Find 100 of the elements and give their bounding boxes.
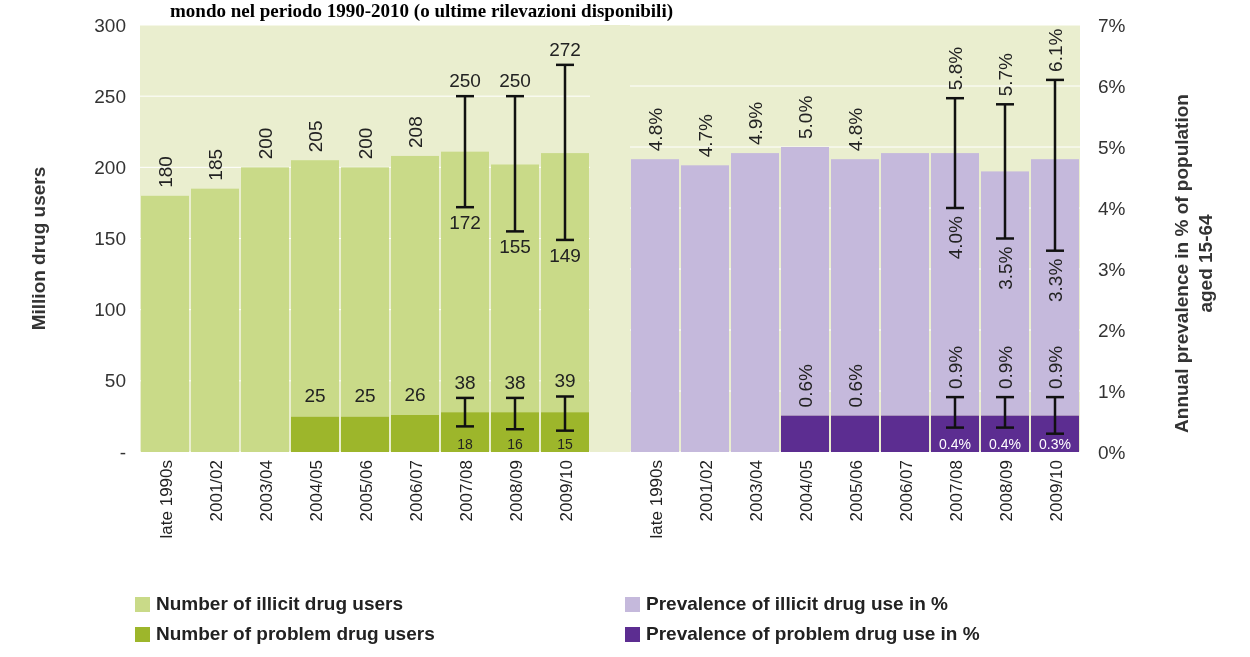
bar (241, 167, 289, 452)
annotation: 38 (504, 371, 526, 393)
x-tick-label: 2005/06 (847, 460, 866, 522)
bar (781, 147, 829, 416)
x-tick-label: late 1990s (647, 460, 666, 539)
y-axis-title: Annual prevalence in % of population aged 15-64 (1171, 94, 1216, 433)
annotation: 6.1% (1045, 28, 1066, 72)
bar (681, 165, 729, 452)
bar (441, 412, 489, 452)
data-label: 25 (354, 385, 376, 407)
x-tick-label: late 1990s (157, 460, 176, 539)
x-tick-label: 2006/07 (897, 460, 916, 522)
annotation: 15 (557, 436, 573, 452)
x-tick-label: 2008/09 (507, 460, 526, 522)
bar (391, 155, 439, 415)
annotation: 0.4% (989, 436, 1021, 452)
bar (441, 151, 489, 413)
total-label: 208 (405, 116, 426, 148)
bar (831, 159, 879, 416)
legend-label: Prevalence of illicit drug use in % (646, 593, 949, 614)
x-tick-label: 2001/02 (207, 460, 226, 522)
y-tick-label: 300 (94, 14, 126, 36)
annotation: 3.5% (995, 246, 1016, 290)
bar (491, 164, 539, 413)
x-tick-label: 2006/07 (407, 460, 426, 522)
total-label: 4.8% (645, 107, 666, 152)
x-tick-label: 2008/09 (997, 460, 1016, 522)
total-label: 200 (355, 127, 376, 160)
bar (881, 153, 929, 416)
bar (491, 412, 539, 452)
annotation: 155 (499, 236, 531, 258)
legend-label: Number of problem drug users (156, 623, 435, 644)
y-tick-label: 1% (1098, 380, 1126, 402)
annotation: 0.9% (995, 345, 1016, 390)
data-label: 25 (304, 385, 326, 407)
annotation: 5.8% (945, 46, 966, 91)
annotation: 272 (549, 38, 581, 60)
bar (191, 188, 239, 452)
total-label: 4.8% (845, 107, 866, 152)
x-tick-label: 2001/02 (697, 460, 716, 522)
annotation: 3.3% (1045, 258, 1066, 303)
y-tick-label: 150 (94, 228, 126, 250)
y-tick-label: 7% (1098, 14, 1126, 36)
bar (981, 415, 1029, 452)
y-tick-label: 6% (1098, 75, 1126, 97)
x-tick-label: 2005/06 (357, 460, 376, 522)
x-tick-label: 2009/10 (1047, 460, 1066, 522)
x-tick-label: 2004/05 (797, 460, 816, 522)
y-axis-title: Million drug users (28, 166, 49, 331)
x-tick-label: 2004/05 (307, 460, 326, 522)
legend-label: Number of illicit drug users (156, 593, 404, 614)
bar (391, 414, 439, 452)
bar (831, 415, 879, 452)
total-label: 180 (155, 156, 176, 188)
x-tick-label: 2007/08 (457, 460, 476, 522)
legend-label: Prevalence of problem drug use in % (646, 623, 980, 644)
annotation: 172 (449, 212, 481, 234)
x-tick-label: 2003/04 (747, 460, 766, 522)
data-label: 0.6% (795, 363, 816, 408)
bar (541, 153, 589, 413)
annotation: 4.0% (945, 215, 966, 260)
annotation: 5.7% (995, 52, 1016, 97)
bar (341, 167, 389, 417)
bar (1031, 159, 1079, 416)
x-tick-label: 2003/04 (257, 460, 276, 522)
total-label: 5.0% (795, 95, 816, 139)
y-tick-label: 50 (104, 370, 126, 392)
y-tick-label: 0% (1098, 441, 1126, 463)
total-label: 205 (305, 120, 326, 153)
annotation: 0.4% (939, 436, 971, 452)
chart-title: mondo nel periodo 1990-2010 (o ultime rilevazioni disponibili) (170, 0, 673, 22)
total-label: 4.9% (745, 101, 766, 146)
annotation: 38 (454, 371, 476, 393)
bar (931, 153, 979, 416)
bar (631, 159, 679, 452)
annotation: 18 (457, 436, 473, 452)
y-tick-label: 100 (94, 299, 126, 321)
total-label: 4.7% (695, 113, 716, 158)
bar (141, 195, 189, 452)
x-tick-label: 2009/10 (557, 460, 576, 522)
bar (731, 153, 779, 452)
y-tick-label: 250 (94, 85, 126, 107)
y-tick-label: 4% (1098, 197, 1126, 219)
bar (981, 171, 1029, 416)
annotation: 39 (554, 370, 576, 392)
bar (781, 415, 829, 452)
annotation: 250 (499, 70, 531, 92)
y-tick-label: 2% (1098, 319, 1126, 341)
annotation: 149 (549, 244, 581, 266)
data-label: 0.6% (845, 363, 866, 408)
total-label: 200 (255, 127, 276, 160)
annotation: 0.3% (1039, 436, 1071, 452)
y-tick-label: 200 (94, 156, 126, 178)
annotation: 0.9% (1045, 345, 1066, 390)
y-tick-label: - (119, 441, 126, 463)
x-tick-label: 2007/08 (947, 460, 966, 522)
y-tick-label: 5% (1098, 136, 1126, 158)
annotation: 250 (449, 70, 481, 92)
annotation: 16 (507, 436, 523, 452)
data-label: 26 (404, 383, 426, 405)
